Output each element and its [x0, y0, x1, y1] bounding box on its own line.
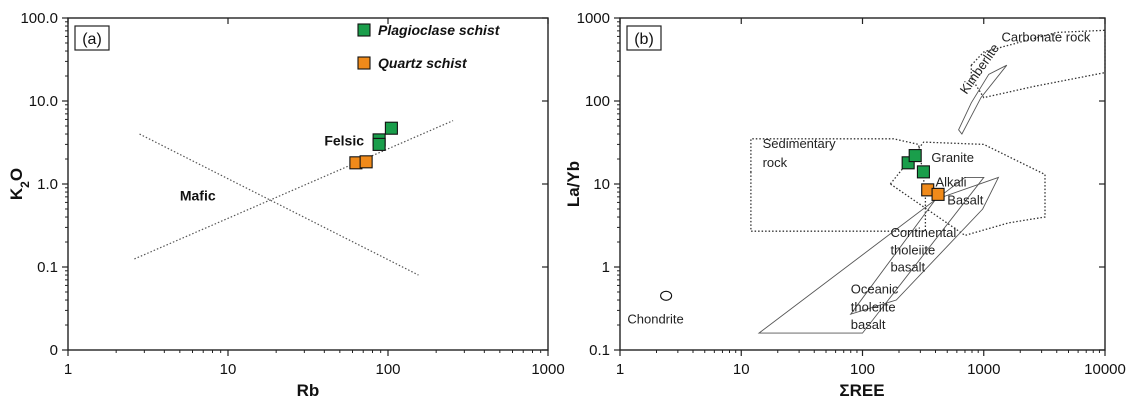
- y-tick-label: 100: [585, 93, 610, 110]
- panel-a-k2o-vs-rb: 1 10 100 1000 0 0.1 1.0 10.0 100.0 Rb K2O (a) Felsic…: [7, 10, 565, 400]
- region-label: Carbonate rock: [1001, 30, 1090, 45]
- region-label: Basalt: [947, 192, 984, 207]
- x-tick-label: 1000: [531, 361, 564, 378]
- y-axis-title: K2O: [7, 168, 32, 200]
- data-point-plagioclase-schist: [916, 165, 930, 179]
- y-tick-label: 1000: [577, 10, 610, 27]
- discriminant-line: [139, 133, 419, 276]
- data-point-quartz-schist: [359, 155, 373, 169]
- region-label: basalt: [890, 260, 925, 275]
- legend-marker: [357, 23, 371, 37]
- x-tick-label: 10000: [1084, 361, 1126, 378]
- y-axis-title: La/Yb: [564, 161, 583, 207]
- panel-label-box: [74, 25, 110, 51]
- x-tick-label: 1000: [967, 361, 1000, 378]
- region-sedimentary-rock: [750, 138, 927, 232]
- panel-b-layb-vs-ree: 1 10 100 1000 10000 0.1 1 10 100 1000 ΣREE La/Yb (b)…: [564, 10, 1126, 400]
- region-label: rock: [763, 155, 788, 170]
- data-point-plagioclase-schist: [384, 121, 398, 135]
- x-tick-label: 1: [64, 361, 72, 378]
- panel-label-box: [626, 25, 662, 51]
- x-tick-label: 100: [850, 361, 875, 378]
- x-axis-title: Rb: [297, 381, 320, 400]
- y-tick-label: 10.0: [29, 93, 58, 110]
- x-tick-label: 10: [733, 361, 750, 378]
- field-label: Felsic: [324, 133, 364, 149]
- region-label: basalt: [851, 317, 886, 332]
- data-point-quartz-schist: [931, 187, 945, 201]
- region-label: Chondrite: [627, 311, 683, 326]
- x-tick-label: 10: [220, 361, 237, 378]
- x-tick-label: 1: [616, 361, 624, 378]
- field-label: Mafic: [180, 188, 216, 204]
- region-granite: [889, 141, 1046, 237]
- region-carbonate-rock: [970, 29, 1106, 99]
- region-oceanic-tholeiite-basalt: [757, 176, 985, 334]
- region-label: Continental: [890, 225, 956, 240]
- panel-label: (a): [82, 31, 102, 48]
- legend-marker: [357, 56, 371, 70]
- x-tick-label: 100: [375, 361, 400, 378]
- region-label: Alkali: [935, 175, 966, 190]
- y-tick-label: 10: [593, 176, 610, 193]
- data-point-chondrite: [660, 290, 673, 301]
- region-label: Oceanic: [851, 281, 899, 296]
- region-label: Sedimentary: [763, 136, 836, 151]
- y-axis-title-subscript: 2: [18, 181, 32, 188]
- y-tick-label: 0: [50, 342, 58, 359]
- legend-label: Plagioclase schist: [378, 22, 501, 38]
- y-tick-label: 0.1: [589, 342, 610, 359]
- x-axis-title: ΣREE: [839, 381, 884, 400]
- data-point-plagioclase-schist: [908, 149, 922, 163]
- region-continental-tholeiite-basalt-alkali-basalt: [849, 176, 1000, 316]
- region-label: tholeiite: [890, 242, 935, 257]
- y-axis-title-part: K: [7, 187, 26, 200]
- y-tick-label: 1.0: [37, 176, 58, 193]
- y-axis-title-part: O: [7, 168, 26, 181]
- data-point-plagioclase-schist: [372, 137, 386, 151]
- y-tick-label: 1: [602, 259, 610, 276]
- region-label: Granite: [931, 150, 974, 165]
- legend-label: Quartz schist: [378, 55, 468, 71]
- region-kimberlite: [958, 64, 1008, 135]
- y-tick-label: 0.1: [37, 259, 58, 276]
- region-label: Kimberlite: [957, 41, 1002, 97]
- panel-label: (b): [634, 31, 654, 48]
- region-label: tholeiite: [851, 300, 896, 315]
- y-tick-label: 100.0: [20, 10, 58, 27]
